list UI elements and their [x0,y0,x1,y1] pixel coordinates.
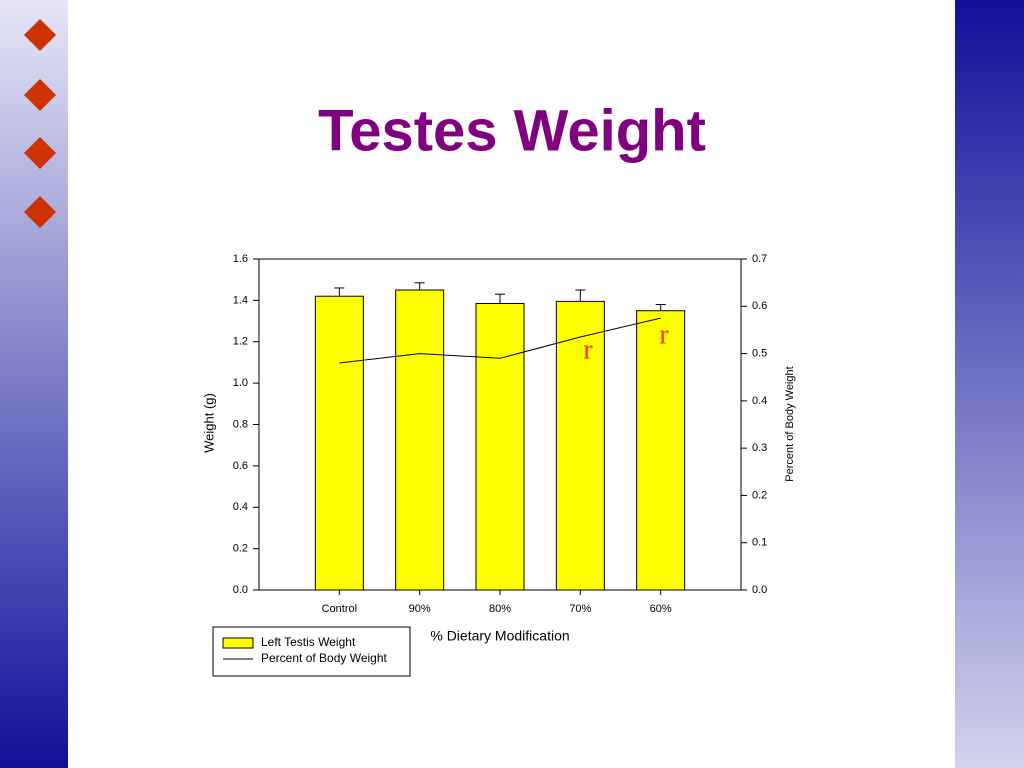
annotation: r [583,334,593,365]
y2-tick-label: 0.2 [752,489,767,501]
y-tick-label: 0.2 [233,543,248,555]
bullets [24,19,56,228]
y-tick-label: 0.8 [233,418,248,430]
y2-axis-label: Percent of Body Weight [784,366,796,481]
y2-tick-label: 0.1 [752,537,767,549]
y-axis-label: Weight (g) [201,393,216,453]
y-tick-label: 1.0 [233,377,248,389]
y2-tick-label: 0.6 [752,300,767,312]
y2-tick-label: 0.4 [752,395,767,407]
bar [555,300,605,591]
y-tick-label: 1.6 [233,253,248,265]
legend-label: Percent of Body Weight [261,651,388,665]
y2-tick-label: 0.7 [752,253,767,265]
y-tick-label: 0.0 [233,584,248,596]
y-tick-label: 0.6 [233,460,248,472]
x-axis-label: % Dietary Modification [430,628,569,644]
bar [475,302,525,591]
left-band [0,0,68,768]
line [339,317,661,364]
y2-tick-label: 0.5 [752,347,767,359]
y-tick-label: 0.4 [233,501,248,513]
y-tick-label: 1.2 [233,336,248,348]
chart-title: Testes Weight [318,98,706,163]
annotation: r [659,319,669,350]
x-tick-label: 90% [409,603,431,615]
right-band [955,0,1024,768]
bar [314,295,364,591]
legend-label: Left Testis Weight [261,635,356,649]
x-tick-label: 60% [650,603,672,615]
x-tick-label: 70% [569,603,591,615]
x-tick-label: 80% [489,603,511,615]
bar [636,310,686,591]
y2-tick-label: 0.0 [752,584,767,596]
y-tick-label: 1.4 [233,294,248,306]
y2-tick-label: 0.3 [752,442,767,454]
legend-swatch [222,637,254,649]
legend [212,626,411,677]
x-tick-label: Control [322,603,357,615]
bar [395,289,445,591]
